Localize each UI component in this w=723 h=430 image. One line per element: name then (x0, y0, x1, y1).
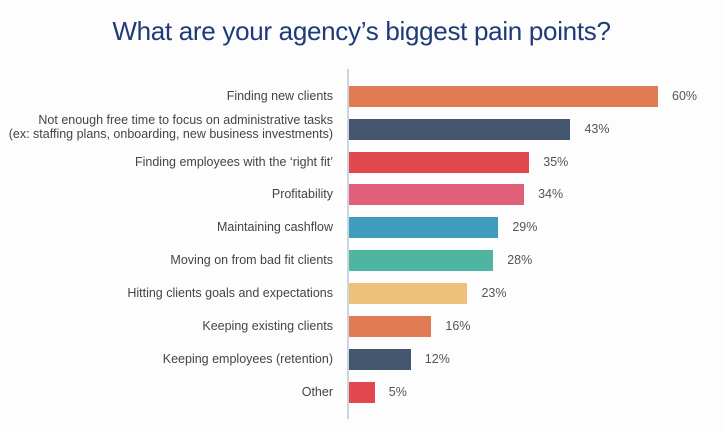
bar (349, 119, 571, 140)
category-label-line: Other (301, 385, 333, 399)
value-label: 34% (538, 187, 564, 201)
category-label-subline: (ex: staffing plans, onboarding, new bus… (8, 127, 333, 141)
bar-row: Keeping existing clients 16% (0, 316, 723, 337)
value-label: 23% (481, 286, 507, 300)
bar-row: Moving on from bad fit clients 28% (0, 250, 723, 271)
value-label: 12% (424, 352, 450, 366)
category-label-line: Profitability (271, 187, 333, 201)
y-axis-line (347, 69, 349, 419)
category-label-line: Not enough free time to focus on adminis… (38, 113, 333, 127)
category-label: Other (302, 385, 333, 399)
category-label: Hitting clients goals and expectations (127, 286, 333, 300)
category-label-line: Maintaining cashflow (216, 220, 333, 234)
bar-row: Profitability 34% (0, 184, 723, 205)
bar (349, 152, 530, 173)
bar (349, 349, 411, 370)
category-label: Keeping employees (retention) (163, 352, 333, 366)
category-label-line: Finding new clients (226, 89, 333, 103)
category-label: Maintaining cashflow (217, 220, 333, 234)
bar-row: Maintaining cashflow 29% (0, 217, 723, 238)
bar-row: Not enough free time to focus on adminis… (0, 113, 723, 141)
value-label: 28% (507, 253, 533, 267)
category-label-line: Finding employees with the ‘right fit’ (134, 155, 333, 169)
category-label: Finding employees with the ‘right fit’ (135, 155, 333, 169)
bar-row: Finding new clients 60% (0, 86, 723, 107)
bar (349, 86, 658, 107)
bar-row: Finding employees with the ‘right fit’ 35… (0, 152, 723, 173)
value-label: 60% (672, 89, 698, 103)
bar-row: Keeping employees (retention) 12% (0, 349, 723, 370)
chart-title: What are your agency’s biggest pain poin… (112, 16, 611, 46)
value-label: 16% (445, 319, 471, 333)
category-label: Profitability (272, 187, 333, 201)
bar-row: Hitting clients goals and expectations 23… (0, 283, 723, 304)
bar (349, 382, 375, 403)
category-label: Finding new clients (227, 89, 333, 103)
bar (349, 184, 525, 205)
category-label-line: Keeping existing clients (202, 319, 333, 333)
bar (349, 217, 499, 238)
category-label-line: Keeping employees (retention) (162, 352, 333, 366)
value-label: 5% (388, 385, 407, 399)
category-label: Moving on from bad fit clients (170, 253, 333, 267)
value-label: 43% (584, 122, 610, 136)
bar (349, 316, 432, 337)
category-label: Keeping existing clients (202, 319, 333, 333)
bar (349, 250, 494, 271)
category-label: Not enough free time to focus on adminis… (9, 113, 333, 141)
value-label: 29% (512, 220, 538, 234)
bar-row: Other 5% (0, 382, 723, 403)
bar (349, 283, 468, 304)
category-label-line: Moving on from bad fit clients (170, 253, 333, 267)
value-label: 35% (543, 155, 569, 169)
category-label-line: Hitting clients goals and expectations (127, 286, 333, 300)
